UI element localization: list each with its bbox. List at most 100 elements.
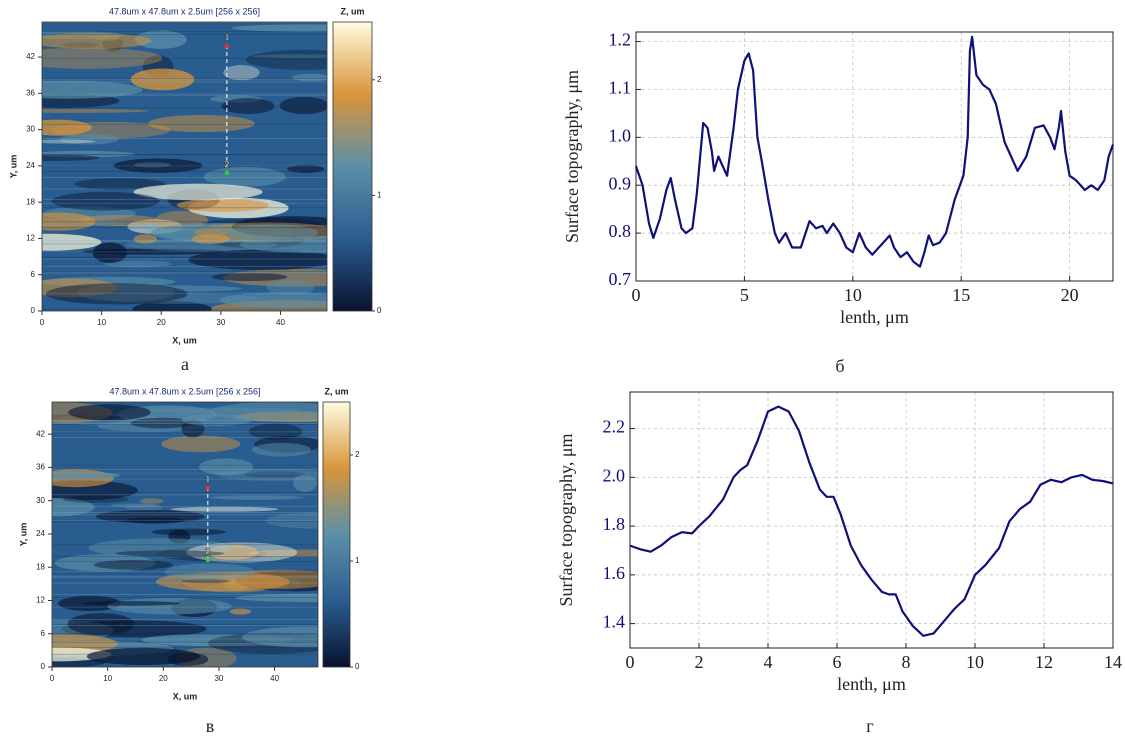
afm-texture [139, 498, 164, 504]
afm-texture [42, 212, 96, 231]
profile-marker [205, 485, 210, 490]
panel-caption: а [181, 354, 189, 374]
y-tick-label: 6 [31, 270, 36, 279]
x-axis-label: lenth, μm [837, 674, 906, 694]
afm-texture [188, 249, 327, 270]
afm-texture [52, 497, 95, 517]
afm-texture [218, 569, 318, 589]
afm-texture [133, 234, 158, 244]
afm-texture [115, 550, 225, 557]
panel-caption: в [206, 716, 215, 736]
colorbar-label: Z, um [325, 386, 349, 396]
x-tick-label: 20 [1061, 285, 1079, 305]
afm-texture [252, 54, 327, 59]
x-tick-label: 6 [833, 652, 842, 672]
afm-texture [102, 293, 260, 304]
colorbar [322, 401, 351, 668]
afm-texture [147, 114, 255, 133]
afm-texture [223, 64, 260, 81]
x-tick-label: 40 [276, 318, 285, 327]
y-tick-label: 18 [26, 197, 35, 206]
colorbar-label: Z, um [341, 6, 365, 16]
afm-texture [78, 214, 160, 226]
afm-texture [164, 563, 256, 581]
x-tick-label: 0 [40, 318, 45, 327]
profile-marker [224, 43, 229, 48]
colorbar-tick-label: 1 [377, 191, 382, 200]
x-tick-label: 20 [159, 674, 168, 683]
afm-texture [125, 504, 164, 511]
plot-frame [629, 391, 1114, 649]
x-tick-label: 8 [902, 652, 911, 672]
afm-texture [45, 283, 188, 305]
y-tick-label: 36 [36, 463, 45, 472]
y-tick-label: 0 [41, 662, 46, 671]
afm-texture [110, 503, 158, 508]
afm-texture [248, 549, 318, 558]
afm-texture [107, 597, 232, 615]
colorbar-tick-label: 1 [355, 556, 360, 565]
afm-texture [198, 458, 254, 476]
afm-texture [67, 613, 135, 636]
afm-texture [133, 162, 171, 168]
afm-texture [235, 593, 318, 603]
afm-texture [54, 554, 156, 572]
afm-texture [130, 68, 195, 91]
afm-texture [191, 234, 230, 245]
profile-marker [205, 557, 210, 562]
afm-texture [229, 608, 251, 615]
x-tick-label: 30 [216, 318, 225, 327]
panel-caption: г [866, 716, 873, 736]
afm-texture [186, 542, 298, 563]
y-tick-label: 0 [31, 306, 36, 315]
afm-texture [209, 402, 318, 422]
y-tick-label: 2.2 [603, 417, 626, 437]
afm-panel: 47.8um x 47.8um x 2.5um [256 x 256]0 10 20… [8, 6, 382, 345]
image-title: 47.8um x 47.8um x 2.5um [256 x 256] [109, 386, 260, 396]
afm-texture [221, 98, 275, 115]
afm-texture [252, 442, 311, 457]
afm-texture [92, 242, 128, 264]
afm-texture [59, 133, 120, 145]
y-tick-label: 1.6 [603, 563, 626, 583]
y-tick-label: 1.2 [609, 30, 632, 50]
x-tick-label: 20 [157, 318, 166, 327]
afm-texture [42, 278, 117, 298]
y-tick-label: 0.8 [609, 221, 632, 241]
afm-texture [88, 538, 232, 558]
colorbar-tick-label: 2 [377, 75, 382, 84]
x-axis-label: lenth, μm [840, 307, 909, 327]
image-frame [51, 401, 319, 668]
afm-texture [134, 30, 187, 49]
y-tick-label: 24 [36, 529, 45, 538]
x-tick-label: 40 [270, 674, 279, 683]
y-tick-label: 30 [36, 496, 45, 505]
profile-marker [224, 170, 229, 175]
y-axis-label: Surface topography, μm [556, 434, 576, 607]
colorbar-tick-label: 0 [377, 306, 382, 315]
afm-texture [151, 528, 226, 536]
afm-texture [292, 474, 317, 492]
afm-texture [93, 560, 173, 570]
afm-texture [42, 233, 102, 251]
line-chart: 0 5 10 15 20 0.7 0.8 0.9 1.0 1.1 1.2 lenth, μm Surfa… [562, 30, 1115, 327]
x-tick-label: 15 [952, 285, 970, 305]
afm-texture [130, 417, 193, 429]
afm-texture [287, 165, 325, 173]
y-tick-label: 24 [26, 161, 35, 170]
afm-texture [226, 224, 319, 241]
afm-texture [42, 33, 152, 49]
y-tick-label: 18 [36, 562, 45, 571]
x-tick-label: 4 [764, 652, 773, 672]
image-frame [41, 21, 328, 312]
afm-texture [132, 301, 212, 311]
image-title: 47.8um x 47.8um x 2.5um [256 x 256] [109, 6, 260, 16]
x-tick-label: 10 [97, 318, 106, 327]
y-tick-label: 1.0 [609, 125, 632, 145]
y-tick-label: 30 [26, 125, 35, 134]
afm-texture [203, 167, 286, 187]
afm-texture [265, 512, 318, 529]
y-tick-label: 0.7 [609, 269, 632, 289]
profile-line [634, 35, 1115, 268]
afm-texture [104, 260, 171, 268]
